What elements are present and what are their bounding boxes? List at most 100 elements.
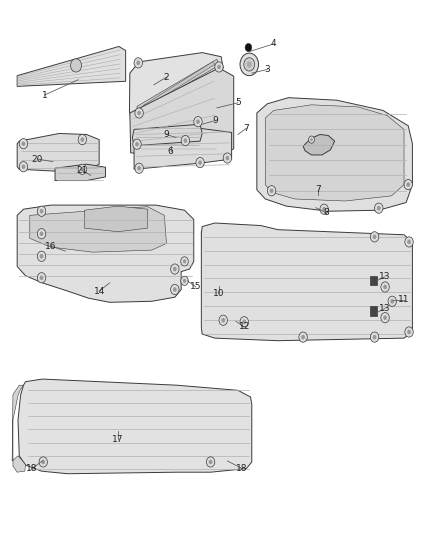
Circle shape: [374, 203, 383, 213]
Text: 7: 7: [315, 185, 321, 194]
Polygon shape: [370, 306, 377, 316]
Polygon shape: [134, 128, 232, 169]
Polygon shape: [201, 224, 261, 251]
Text: 6: 6: [168, 147, 173, 156]
Text: 1: 1: [42, 91, 47, 100]
Circle shape: [40, 276, 43, 280]
Circle shape: [226, 156, 230, 160]
Circle shape: [181, 135, 190, 146]
Text: 16: 16: [45, 241, 57, 251]
Circle shape: [373, 235, 377, 239]
Circle shape: [135, 108, 143, 118]
Circle shape: [223, 153, 232, 163]
Text: 11: 11: [398, 295, 410, 304]
Circle shape: [71, 59, 81, 72]
Circle shape: [308, 136, 314, 143]
Polygon shape: [17, 46, 126, 86]
Circle shape: [171, 285, 179, 295]
Circle shape: [19, 161, 28, 172]
Polygon shape: [137, 59, 219, 113]
Circle shape: [322, 207, 326, 212]
Text: 2: 2: [164, 72, 169, 82]
Circle shape: [217, 64, 221, 69]
Circle shape: [383, 285, 387, 289]
Circle shape: [388, 296, 396, 306]
Circle shape: [173, 266, 177, 271]
Circle shape: [404, 180, 413, 190]
Circle shape: [377, 206, 381, 211]
Circle shape: [183, 279, 186, 283]
Text: 14: 14: [93, 287, 105, 296]
Circle shape: [40, 209, 43, 214]
Circle shape: [301, 335, 305, 340]
Circle shape: [37, 251, 46, 261]
Circle shape: [299, 332, 307, 342]
Circle shape: [135, 142, 139, 147]
Circle shape: [173, 287, 177, 292]
Circle shape: [137, 111, 141, 115]
Text: 5: 5: [235, 98, 241, 107]
Text: 7: 7: [244, 124, 249, 133]
Circle shape: [320, 204, 328, 214]
Polygon shape: [18, 379, 252, 474]
Circle shape: [242, 319, 246, 324]
Text: 15: 15: [190, 282, 201, 292]
Circle shape: [247, 61, 252, 68]
Polygon shape: [257, 98, 413, 211]
Circle shape: [137, 166, 141, 171]
Circle shape: [270, 189, 273, 193]
Polygon shape: [303, 134, 335, 155]
Polygon shape: [201, 223, 413, 341]
Polygon shape: [143, 62, 215, 109]
Polygon shape: [30, 207, 166, 252]
Circle shape: [183, 260, 186, 263]
Circle shape: [245, 43, 252, 52]
Circle shape: [196, 119, 200, 124]
Polygon shape: [265, 105, 404, 201]
Text: 20: 20: [32, 155, 43, 164]
Text: 9: 9: [163, 130, 170, 139]
Circle shape: [133, 139, 141, 149]
Circle shape: [78, 164, 87, 174]
Circle shape: [206, 457, 215, 467]
Circle shape: [371, 232, 379, 242]
Circle shape: [21, 164, 25, 169]
Circle shape: [136, 61, 140, 65]
Circle shape: [37, 206, 46, 216]
Circle shape: [371, 332, 379, 342]
Circle shape: [405, 327, 413, 337]
Circle shape: [194, 117, 202, 127]
Text: 9: 9: [212, 116, 218, 125]
Circle shape: [383, 316, 387, 320]
Text: 12: 12: [239, 322, 250, 332]
Circle shape: [41, 459, 45, 464]
Circle shape: [407, 330, 411, 334]
Polygon shape: [370, 276, 377, 285]
Circle shape: [407, 240, 411, 244]
Circle shape: [181, 257, 188, 266]
Text: 4: 4: [271, 39, 276, 49]
Polygon shape: [12, 385, 25, 472]
Circle shape: [21, 141, 25, 146]
Polygon shape: [55, 164, 106, 181]
Text: 18: 18: [237, 464, 248, 473]
Polygon shape: [17, 133, 99, 171]
Circle shape: [381, 312, 389, 323]
Polygon shape: [130, 68, 234, 158]
Text: 3: 3: [265, 65, 270, 74]
Circle shape: [78, 134, 87, 145]
Circle shape: [406, 182, 410, 187]
Circle shape: [171, 264, 179, 274]
Text: 18: 18: [26, 464, 38, 473]
Polygon shape: [85, 206, 148, 232]
Circle shape: [310, 138, 313, 141]
Circle shape: [19, 139, 28, 149]
Polygon shape: [132, 124, 202, 146]
Circle shape: [215, 62, 223, 72]
Text: 8: 8: [323, 208, 329, 217]
Circle shape: [244, 58, 255, 71]
Circle shape: [81, 138, 84, 142]
Circle shape: [134, 58, 142, 68]
Text: 17: 17: [112, 435, 124, 444]
Circle shape: [37, 229, 46, 239]
